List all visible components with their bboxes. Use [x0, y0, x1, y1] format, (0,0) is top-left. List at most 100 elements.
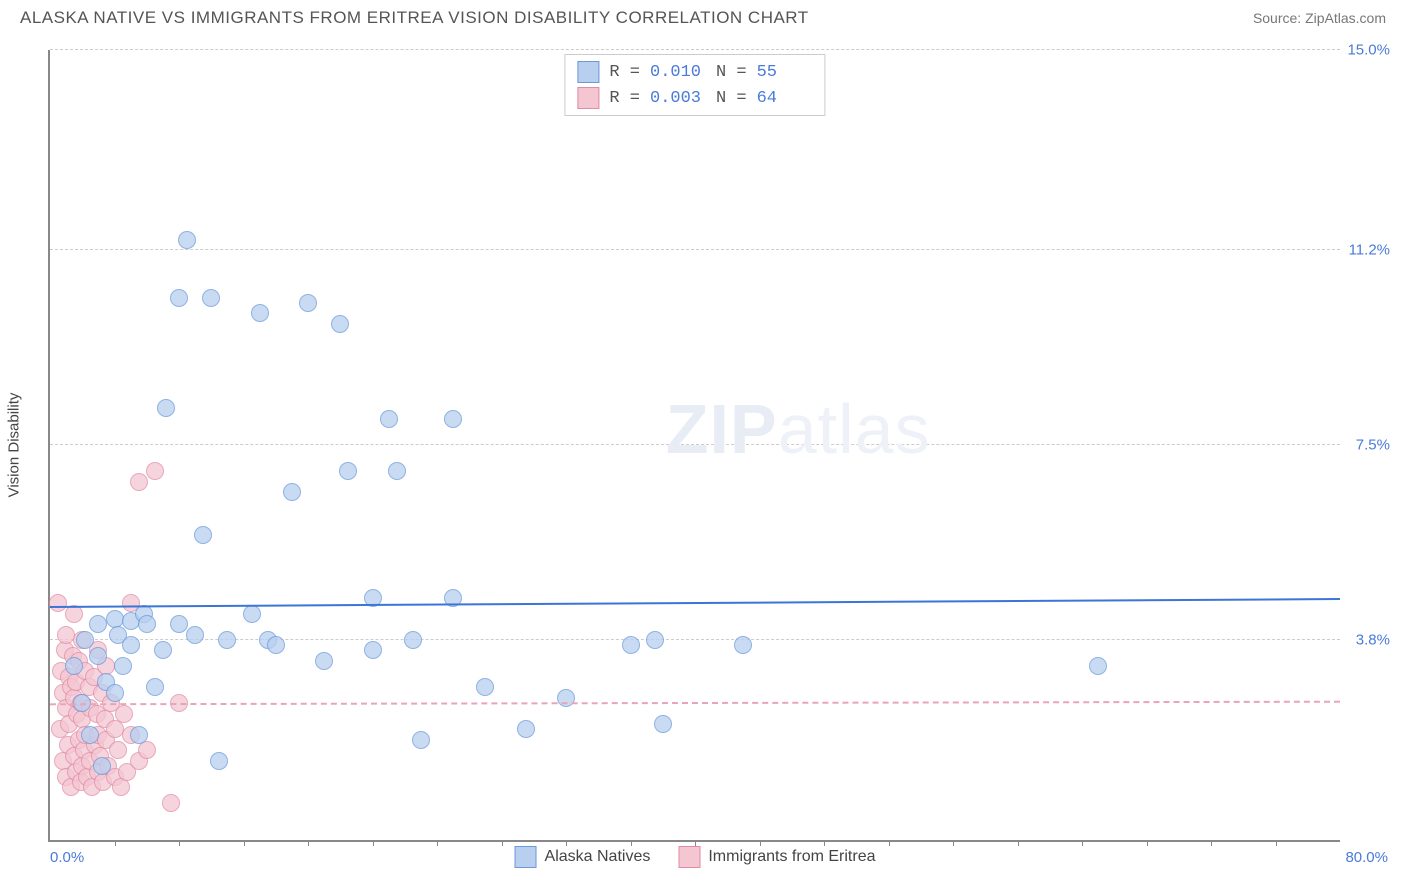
data-point: [130, 726, 148, 744]
data-point: [218, 631, 236, 649]
n-label: N =: [716, 89, 747, 108]
x-tick: [695, 840, 696, 846]
data-point: [76, 631, 94, 649]
data-point: [65, 657, 83, 675]
data-point: [81, 726, 99, 744]
x-tick: [566, 840, 567, 846]
legend-swatch: [577, 61, 599, 83]
data-point: [49, 594, 67, 612]
watermark: ZIPatlas: [666, 389, 931, 469]
data-point: [194, 526, 212, 544]
data-point: [178, 231, 196, 249]
legend-series: Alaska Natives Immigrants from Eritrea: [515, 846, 876, 868]
data-point: [315, 652, 333, 670]
legend-swatch: [577, 87, 599, 109]
data-point: [202, 289, 220, 307]
data-point: [146, 678, 164, 696]
x-tick: [373, 840, 374, 846]
r-label: R =: [609, 63, 640, 82]
gridline: [50, 49, 1340, 50]
n-value: 64: [757, 89, 813, 108]
legend-stat-row: R = 0.010 N = 55: [577, 59, 812, 85]
legend-label: Alaska Natives: [545, 848, 651, 866]
x-tick: [179, 840, 180, 846]
data-point: [210, 752, 228, 770]
data-point: [364, 641, 382, 659]
x-tick: [953, 840, 954, 846]
n-value: 55: [757, 63, 813, 82]
x-tick: [824, 840, 825, 846]
legend-swatch: [678, 846, 700, 868]
data-point: [115, 705, 133, 723]
x-tick: [1211, 840, 1212, 846]
data-point: [331, 315, 349, 333]
data-point: [114, 657, 132, 675]
data-point: [93, 757, 111, 775]
data-point: [654, 715, 672, 733]
legend-stat-row: R = 0.003 N = 64: [577, 85, 812, 111]
n-label: N =: [716, 63, 747, 82]
plot-area: ZIPatlas R =0.010N =55R =0.003N =64 0.0%…: [48, 50, 1340, 842]
legend-item: Immigrants from Eritrea: [678, 846, 875, 868]
x-tick: [760, 840, 761, 846]
gridline: [50, 639, 1340, 640]
data-point: [517, 720, 535, 738]
data-point: [1089, 657, 1107, 675]
x-tick: [502, 840, 503, 846]
data-point: [170, 289, 188, 307]
chart-title: ALASKA NATIVE VS IMMIGRANTS FROM ERITREA…: [20, 8, 809, 28]
x-tick: [1147, 840, 1148, 846]
data-point: [170, 615, 188, 633]
trendline: [50, 598, 1340, 608]
data-point: [622, 636, 640, 654]
x-tick: [308, 840, 309, 846]
data-point: [146, 462, 164, 480]
data-point: [283, 483, 301, 501]
data-point: [112, 778, 130, 796]
data-point: [380, 410, 398, 428]
data-point: [157, 399, 175, 417]
data-point: [186, 626, 204, 644]
data-point: [243, 605, 261, 623]
legend-item: Alaska Natives: [515, 846, 651, 868]
data-point: [154, 641, 172, 659]
source-attribution: Source: ZipAtlas.com: [1253, 10, 1386, 26]
data-point: [138, 615, 156, 633]
legend-stats: R = 0.010 N = 55 R = 0.003 N = 64: [564, 54, 825, 116]
y-axis-label: Vision Disability: [6, 393, 23, 498]
legend-label: Immigrants from Eritrea: [708, 848, 875, 866]
x-min-label: 0.0%: [50, 849, 84, 866]
y-tick-label: 15.0%: [1347, 42, 1390, 59]
x-max-label: 80.0%: [1345, 849, 1388, 866]
data-point: [251, 304, 269, 322]
r-label: R =: [609, 89, 640, 108]
data-point: [412, 731, 430, 749]
data-point: [162, 794, 180, 812]
data-point: [109, 741, 127, 759]
data-point: [339, 462, 357, 480]
data-point: [130, 473, 148, 491]
x-tick: [1276, 840, 1277, 846]
x-tick: [631, 840, 632, 846]
y-tick-label: 11.2%: [1349, 242, 1390, 259]
x-tick: [115, 840, 116, 846]
x-tick: [244, 840, 245, 846]
legend-swatch: [515, 846, 537, 868]
x-tick: [1082, 840, 1083, 846]
r-value: 0.003: [650, 89, 706, 108]
data-point: [734, 636, 752, 654]
data-point: [646, 631, 664, 649]
gridline: [50, 249, 1340, 250]
data-point: [299, 294, 317, 312]
r-value: 0.010: [650, 63, 706, 82]
data-point: [404, 631, 422, 649]
trendline: [50, 701, 1340, 706]
data-point: [106, 684, 124, 702]
data-point: [444, 410, 462, 428]
y-tick-label: 7.5%: [1356, 437, 1390, 454]
y-tick-label: 3.8%: [1356, 631, 1390, 648]
x-tick: [437, 840, 438, 846]
data-point: [138, 741, 156, 759]
data-point: [89, 647, 107, 665]
x-tick: [889, 840, 890, 846]
